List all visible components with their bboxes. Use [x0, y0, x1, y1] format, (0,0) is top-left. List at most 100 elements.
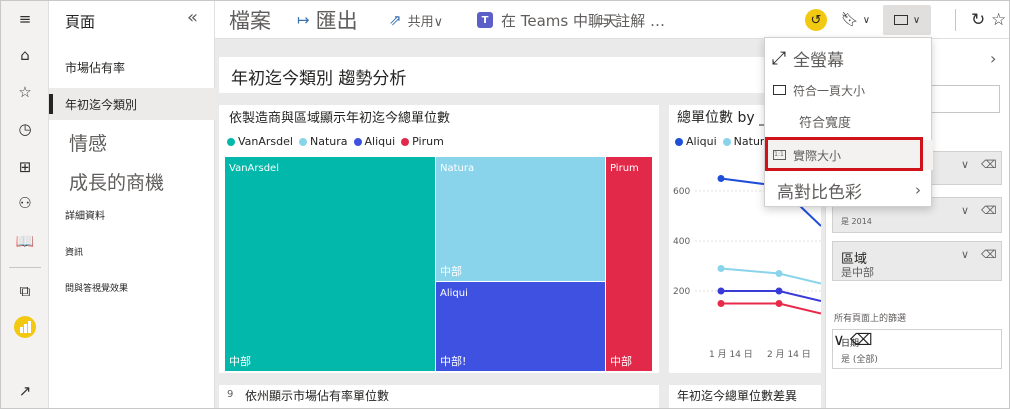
- legend-dot: [401, 137, 410, 146]
- legend-label: Pirum: [412, 135, 444, 148]
- page-item-label: 年初迄今類別: [65, 97, 138, 112]
- get-data-arrow-icon[interactable]: ↗: [18, 382, 32, 400]
- reset-button[interactable]: ↺: [805, 1, 827, 39]
- eraser-icon[interactable]: ⌫: [981, 204, 997, 217]
- favorite-button[interactable]: ☆: [991, 1, 1006, 39]
- treemap-tile-pirum[interactable]: Pirum 中部: [606, 157, 652, 371]
- chevron-down-icon[interactable]: ∨: [961, 158, 970, 171]
- toolbar-divider: [955, 9, 956, 31]
- y-tick-label: 200: [673, 287, 690, 297]
- legend-item[interactable]: Aliqui: [675, 135, 717, 148]
- data-point[interactable]: [775, 270, 783, 277]
- view-menu-item-full-screen[interactable]: ⤢ 全螢幕: [765, 40, 933, 76]
- treemap-tile-aliqui[interactable]: Aliqui 中部!: [436, 282, 605, 371]
- page-item-label: 情感: [69, 132, 108, 155]
- page-item-market-share[interactable]: 市場佔有率: [49, 55, 215, 79]
- share-button[interactable]: ⇗ 共用∨: [389, 1, 443, 39]
- actual-size-icon: 1:1: [772, 150, 786, 160]
- data-point[interactable]: [717, 265, 725, 272]
- home-icon[interactable]: ⌂: [20, 46, 30, 64]
- chevron-down-icon: ∨: [862, 14, 871, 26]
- legend-item[interactable]: VanArsdel: [227, 135, 293, 148]
- view-menu-item-fit-to-width[interactable]: 符合寬度: [765, 106, 933, 136]
- collapse-pane-icon[interactable]: «: [187, 7, 199, 28]
- view-menu-item-actual-size[interactable]: 1:1 實際大小: [765, 140, 933, 170]
- chevron-down-icon[interactable]: ∨: [961, 248, 970, 261]
- data-point[interactable]: [717, 300, 725, 307]
- chevron-right-icon[interactable]: ›: [990, 49, 997, 68]
- filter-value: 是中部: [841, 266, 874, 279]
- rail-divider: [9, 267, 41, 268]
- legend-item[interactable]: Aliqui: [353, 135, 396, 148]
- export-arrow-icon: ↦: [297, 11, 310, 29]
- chevron-down-icon: ∨: [912, 14, 921, 26]
- view-button[interactable]: ∨: [883, 5, 931, 35]
- legend-item[interactable]: Natura: [722, 135, 772, 148]
- file-menu-button[interactable]: 檔案: [229, 1, 271, 39]
- ytd-variance-visual[interactable]: 年初迄今總單位數差異: [669, 385, 821, 408]
- series-line[interactable]: [721, 290, 821, 302]
- fit-to-page-icon: [765, 85, 793, 95]
- report-title: 年初迄今類別 趨勢分析: [231, 69, 407, 89]
- line-chart-legend: Aliqui Natura: [675, 135, 771, 148]
- series-line[interactable]: [721, 302, 821, 315]
- y-tick-label: 400: [673, 237, 690, 247]
- chevron-down-icon[interactable]: ∨: [961, 204, 970, 217]
- recent-icon[interactable]: ◷: [18, 120, 32, 138]
- treemap-visual[interactable]: 依製造商與區域顯示年初迄今總單位數 VanArsdel Natura Aliqu…: [219, 105, 659, 373]
- legend-label: Natura: [733, 135, 772, 148]
- refresh-button[interactable]: ↻: [971, 1, 985, 39]
- treemap-tile-vanarsdel[interactable]: VanArsdel 中部: [225, 157, 435, 371]
- workspace-avatar-icon[interactable]: [13, 315, 37, 339]
- export-button[interactable]: ↦ 匯出: [297, 1, 358, 39]
- market-share-map-visual[interactable]: 9 依州顯示市場佔有率單位數: [219, 385, 659, 408]
- legend-label: VanArsdel: [238, 135, 293, 148]
- series-line[interactable]: [720, 267, 821, 285]
- legend-item[interactable]: Natura: [298, 135, 348, 148]
- learn-icon[interactable]: 📖: [15, 232, 35, 250]
- eraser-icon[interactable]: ⌫: [981, 158, 997, 171]
- apps-icon[interactable]: ⊞: [18, 158, 32, 176]
- workspaces-icon[interactable]: ⧉: [19, 282, 31, 300]
- favorites-icon[interactable]: ☆: [18, 83, 32, 101]
- data-point[interactable]: [775, 300, 783, 307]
- hamburger-menu-icon[interactable]: ≡: [18, 10, 32, 28]
- page-item-sentiment[interactable]: 情感: [49, 127, 215, 157]
- filter-card-region[interactable]: 區域 ∨ ⌫ 是中部: [832, 241, 1002, 281]
- treemap-tile-natura[interactable]: Natura 中部: [436, 157, 605, 281]
- view-menu-item-high-contrast[interactable]: 高對比色彩 ›: [765, 174, 933, 206]
- page-item-info[interactable]: 資訊: [49, 241, 215, 261]
- data-point[interactable]: [775, 287, 783, 295]
- filter-value: 是 2014: [841, 217, 872, 226]
- line-chart-visual[interactable]: 總單位數 by _ Aliqui Natura 600 400 200 1 月 14 …: [669, 105, 821, 373]
- page-item-ytd-category[interactable]: 年初迄今類別: [49, 88, 215, 120]
- action-bar: 檔案 ↦ 匯出 ⇗ 共用∨ T 在 Teams 中聊天 ▭ 註解 … ↺ 🔖︎ …: [215, 1, 1009, 39]
- data-point[interactable]: [717, 175, 725, 182]
- treemap-region-label: 中部: [440, 265, 462, 278]
- legend-item[interactable]: Pirum: [401, 135, 444, 148]
- teams-chat-button[interactable]: T 在 Teams 中聊天: [477, 1, 618, 39]
- chevron-right-icon: ›: [915, 181, 921, 199]
- treemap-tile-label: Natura: [440, 163, 475, 174]
- legend-dot: [227, 137, 235, 146]
- market-share-map-title: 依州顯示市場佔有率單位數: [245, 389, 390, 403]
- page-item-details[interactable]: 詳細資料: [49, 204, 215, 224]
- refresh-icon: ↻: [971, 10, 986, 30]
- filter-card-date[interactable]: 日期 ∨ ⌫ 是 (全部): [832, 329, 1002, 369]
- shared-with-me-icon[interactable]: ⚇: [18, 194, 32, 212]
- view-menu-label: 全螢幕: [793, 50, 844, 71]
- legend-label: Aliqui: [364, 135, 396, 148]
- legend-dot: [722, 137, 731, 146]
- chevron-down-icon[interactable]: ∨: [833, 330, 845, 349]
- eraser-icon[interactable]: ⌫: [849, 330, 873, 349]
- data-point[interactable]: [717, 287, 725, 295]
- view-menu-item-fit-to-page[interactable]: 符合一頁大小: [765, 76, 933, 104]
- comment-button[interactable]: ▭ 註解 …: [595, 1, 665, 39]
- treemap-tile-label: Aliqui: [440, 288, 468, 299]
- bookmark-button[interactable]: 🔖︎ ∨: [841, 1, 870, 39]
- eraser-icon[interactable]: ⌫: [981, 248, 997, 261]
- page-item-qna-visual[interactable]: 問與答視覺效果: [49, 277, 215, 297]
- filter-title: 日期: [841, 339, 860, 349]
- page-item-growth-opportunities[interactable]: 成長的商機: [49, 166, 215, 196]
- filter-search-input[interactable]: [920, 85, 1000, 113]
